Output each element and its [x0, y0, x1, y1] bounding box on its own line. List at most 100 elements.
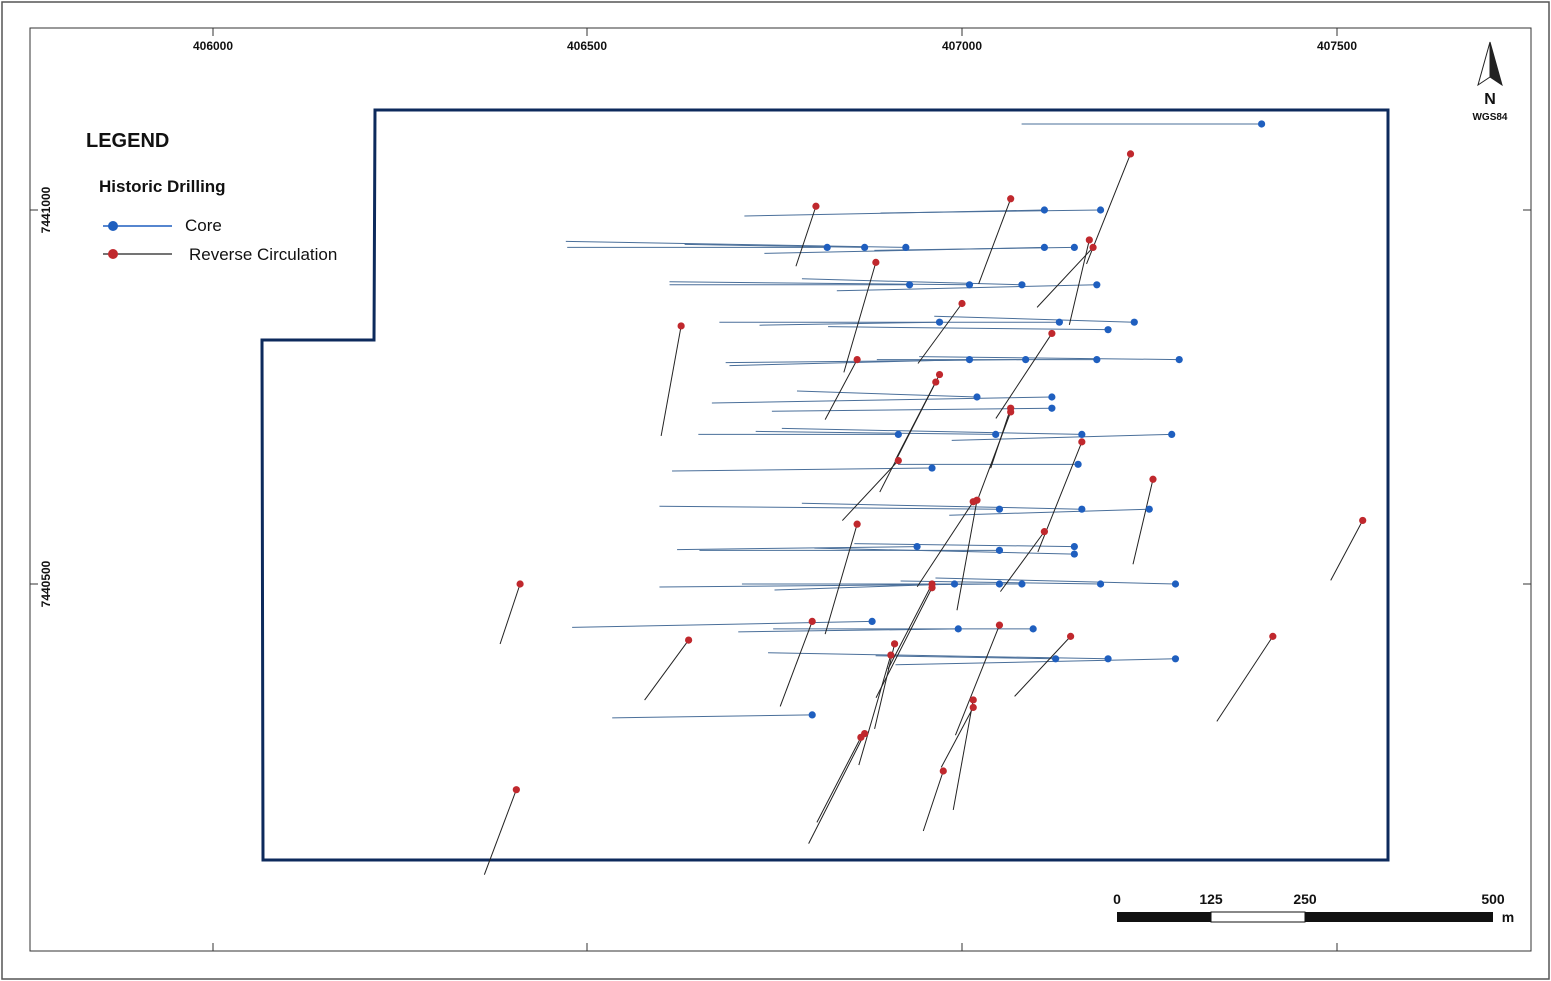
core-hole-trace — [875, 655, 1056, 660]
rc-hole-trace — [995, 333, 1053, 419]
core-hole-trace — [781, 427, 1082, 435]
core-collar — [1171, 580, 1180, 588]
core-hole-trace — [572, 620, 873, 628]
core-collar — [1078, 505, 1086, 513]
core-collar — [1258, 120, 1266, 128]
legend-title: LEGEND — [86, 130, 170, 152]
rc-collar — [932, 378, 940, 386]
rc-hole-trace — [956, 500, 978, 611]
rc-hole-trace — [978, 411, 1012, 498]
core-collar — [1055, 318, 1063, 326]
rc-collar — [890, 640, 899, 648]
core-collar — [1070, 550, 1078, 558]
core-collar — [995, 546, 1004, 554]
core-collar — [1168, 430, 1176, 438]
core-collar — [1018, 580, 1026, 588]
rc-collar — [808, 617, 816, 626]
core-hole-trace — [919, 356, 1180, 361]
rc-collar — [969, 696, 977, 704]
rc-collar — [887, 651, 895, 659]
rc-hole-trace — [644, 639, 690, 701]
core-hole-trace — [677, 546, 918, 551]
core-collar — [1074, 460, 1082, 468]
core-collar — [1040, 243, 1048, 251]
core-collar — [861, 243, 869, 251]
core-collar — [1078, 430, 1086, 438]
scale-unit: m — [1502, 909, 1514, 925]
rc-hole-trace — [1036, 247, 1094, 308]
core-collar — [950, 580, 959, 588]
core-collar — [965, 281, 974, 289]
y-tick-label: 7441000 — [39, 186, 53, 233]
rc-collar — [1359, 516, 1367, 525]
core-hole-trace — [949, 508, 1150, 516]
rc-collar — [969, 703, 977, 712]
rc-hole-trace — [922, 770, 944, 832]
tenement-boundary — [260, 108, 1390, 862]
scale-segment — [1305, 912, 1493, 922]
core-collar — [1029, 625, 1037, 633]
rc-hole-trace — [954, 624, 1000, 736]
core-hole-trace — [880, 209, 1101, 214]
core-collar — [808, 711, 816, 719]
core-collar — [928, 464, 936, 472]
rc-hole-trace — [875, 587, 933, 698]
legend-subtitle: Historic Drilling — [99, 177, 226, 196]
legend-item-rc: Reverse Circulation — [189, 245, 338, 264]
core-hole-trace — [755, 430, 996, 435]
core-collar — [1022, 356, 1030, 364]
rc-hole-trace — [1132, 479, 1154, 565]
core-collar — [1096, 580, 1105, 588]
core-collar — [913, 543, 921, 551]
rc-collar — [995, 621, 1004, 629]
rc-hole-trace — [917, 303, 963, 364]
rc-collar — [1126, 150, 1135, 158]
core-hole-trace — [565, 240, 906, 248]
rc-hole-trace — [978, 198, 1012, 284]
north-arrow-icon — [1477, 41, 1503, 87]
scale-segment — [1210, 911, 1306, 923]
rc-hole-trace — [843, 262, 877, 373]
scale-label: 125 — [1199, 891, 1223, 907]
core-collar — [1145, 505, 1153, 513]
legend-item-core: Core — [185, 216, 222, 235]
datum-label: WGS84 — [1472, 112, 1507, 123]
rc-hole-trace — [1330, 520, 1364, 581]
rc-hole-trace — [824, 359, 858, 420]
core-hole-trace — [895, 658, 1176, 666]
rc-collar — [1089, 243, 1097, 251]
rc-hole-trace — [887, 583, 933, 670]
core-collar — [868, 617, 876, 626]
rc-hole-trace — [940, 707, 974, 768]
rc-collar — [812, 202, 820, 210]
core-collar — [935, 318, 944, 326]
core-collar — [995, 505, 1004, 513]
rc-hole-trace — [916, 501, 974, 587]
rc-hole-trace — [779, 621, 813, 707]
rc-hole-trace — [808, 733, 866, 844]
scale-label: 500 — [1481, 891, 1505, 907]
rc-collar — [935, 370, 944, 379]
core-collar — [973, 393, 981, 401]
rc-collar — [516, 580, 524, 588]
rc-collar-icon — [103, 249, 172, 259]
rc-collar — [853, 520, 861, 528]
y-tick-label: 7440500 — [39, 560, 53, 607]
core-collar — [995, 580, 1004, 588]
rc-collar — [861, 730, 869, 738]
core-collar — [1070, 543, 1078, 551]
rc-collar — [973, 496, 981, 504]
core-hole-trace — [935, 577, 1176, 585]
rc-collar — [928, 584, 936, 592]
core-hole-trace — [771, 407, 1052, 412]
rc-hole-trace — [1037, 441, 1083, 553]
rc-collar — [1067, 632, 1075, 640]
core-hole-trace — [669, 281, 970, 286]
core-hole-trace — [612, 714, 813, 719]
rc-collar — [1007, 195, 1015, 203]
x-tick-label: 407000 — [942, 39, 982, 53]
core-collar — [1093, 281, 1101, 289]
